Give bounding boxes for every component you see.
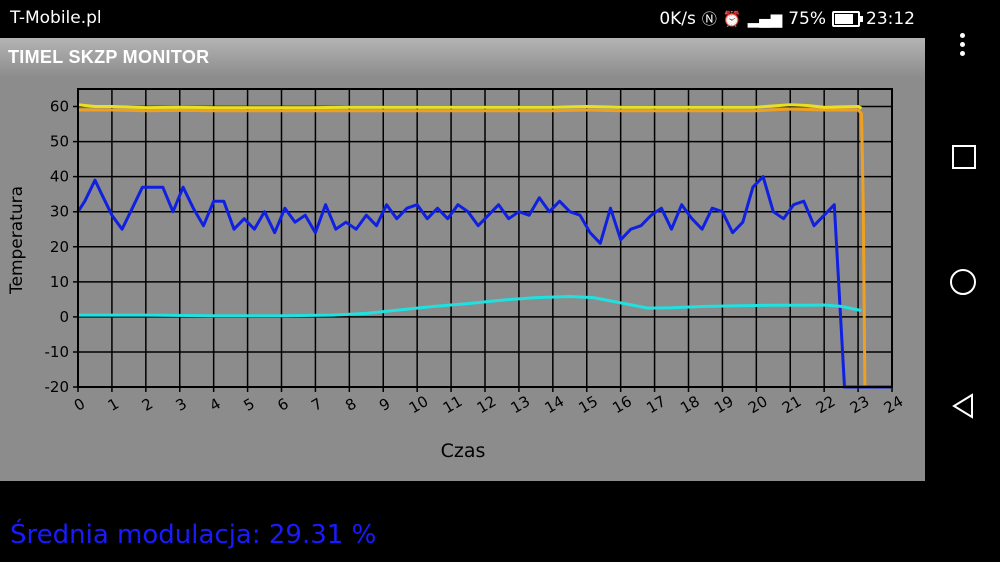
back-button[interactable] xyxy=(951,393,975,419)
x-tick-label: 19 xyxy=(711,392,737,417)
battery-percent: 75% xyxy=(788,8,826,29)
x-tick-label: 2 xyxy=(139,394,156,414)
x-tick-label: 14 xyxy=(542,392,568,417)
x-tick-label: 7 xyxy=(308,394,325,414)
nfc-icon: Ⓝ xyxy=(701,10,717,28)
x-tick-label: 20 xyxy=(745,392,771,417)
status-bar: T-Mobile.pl 0K/s Ⓝ ⏰ ▂▄▆ 75% 23:12 xyxy=(0,0,925,38)
y-tick-label: 10 xyxy=(50,273,69,291)
app-title: TIMEL SKZP MONITOR xyxy=(8,47,210,67)
x-tick-label: 11 xyxy=(440,392,466,417)
y-tick-label: 30 xyxy=(50,203,69,221)
x-tick-label: 1 xyxy=(105,394,122,414)
x-tick-label: 3 xyxy=(173,394,190,414)
plot-frame xyxy=(77,88,893,388)
chart-grid xyxy=(73,89,893,392)
app-bar: TIMEL SKZP MONITOR xyxy=(0,38,925,78)
series-line-1 xyxy=(78,107,892,389)
recent-apps-button[interactable] xyxy=(952,145,976,169)
average-modulation-text: Średnia modulacja: 29.31 % xyxy=(10,520,377,550)
x-tick-label: 10 xyxy=(406,392,432,417)
clock: 23:12 xyxy=(866,8,915,29)
x-tick-label: 5 xyxy=(240,394,257,414)
network-speed: 0K/s xyxy=(659,8,696,29)
y-tick-label: -10 xyxy=(45,343,70,361)
y-tick-label: -20 xyxy=(45,378,70,396)
x-tick-label: 17 xyxy=(643,392,669,417)
y-tick-label: 60 xyxy=(50,98,69,116)
x-axis-label: Czas xyxy=(441,440,486,462)
y-axis-label: Temperatura xyxy=(7,186,27,295)
x-tick-label: 4 xyxy=(207,394,224,414)
signal-icon: ▂▄▆ xyxy=(747,9,783,28)
x-tick-label: 24 xyxy=(881,392,907,417)
x-tick-label: 21 xyxy=(779,392,805,417)
y-tick-label: 40 xyxy=(50,168,69,186)
overflow-menu-icon[interactable] xyxy=(956,33,968,63)
x-tick-label: 0 xyxy=(71,394,88,414)
chart-series xyxy=(76,103,892,389)
x-tick-label: 6 xyxy=(274,394,291,414)
battery-icon xyxy=(832,10,863,27)
series-line-2 xyxy=(77,103,863,110)
x-tick-label: 18 xyxy=(677,392,703,417)
x-tick-label: 22 xyxy=(813,392,839,417)
x-tick-label: 23 xyxy=(847,392,873,417)
x-tick-label: 8 xyxy=(342,394,359,414)
series-line-3 xyxy=(76,175,892,389)
chart-area: 0 1 2 3 4 5 6 7 8 9 10 11 12 13 14 15 16 17 18 19 20 21 22 23 24… xyxy=(0,78,925,481)
series-line-4 xyxy=(78,295,862,318)
y-tick-label: 50 xyxy=(50,133,69,151)
carrier-name: T-Mobile.pl xyxy=(10,8,102,28)
navigation-bar xyxy=(925,0,1000,562)
x-tick-label: 12 xyxy=(474,392,500,417)
x-tick-label: 9 xyxy=(376,394,393,414)
chart-ticks: 0 1 2 3 4 5 6 7 8 9 10 11 12 13 14 15 16 17 18 19 20 21 22 23 24… xyxy=(45,98,907,418)
x-tick-label: 15 xyxy=(575,392,601,417)
home-button[interactable] xyxy=(950,269,976,295)
y-tick-label: 20 xyxy=(50,238,69,256)
alarm-icon: ⏰ xyxy=(722,9,742,28)
temperature-chart: 0 1 2 3 4 5 6 7 8 9 10 11 12 13 14 15 16 17 18 19 20 21 22 23 24… xyxy=(7,88,907,462)
x-tick-label: 16 xyxy=(609,392,635,417)
x-tick-label: 13 xyxy=(508,392,534,417)
y-tick-label: 0 xyxy=(59,308,69,326)
status-icons: 0K/s Ⓝ ⏰ ▂▄▆ 75% 23:12 xyxy=(659,8,915,29)
